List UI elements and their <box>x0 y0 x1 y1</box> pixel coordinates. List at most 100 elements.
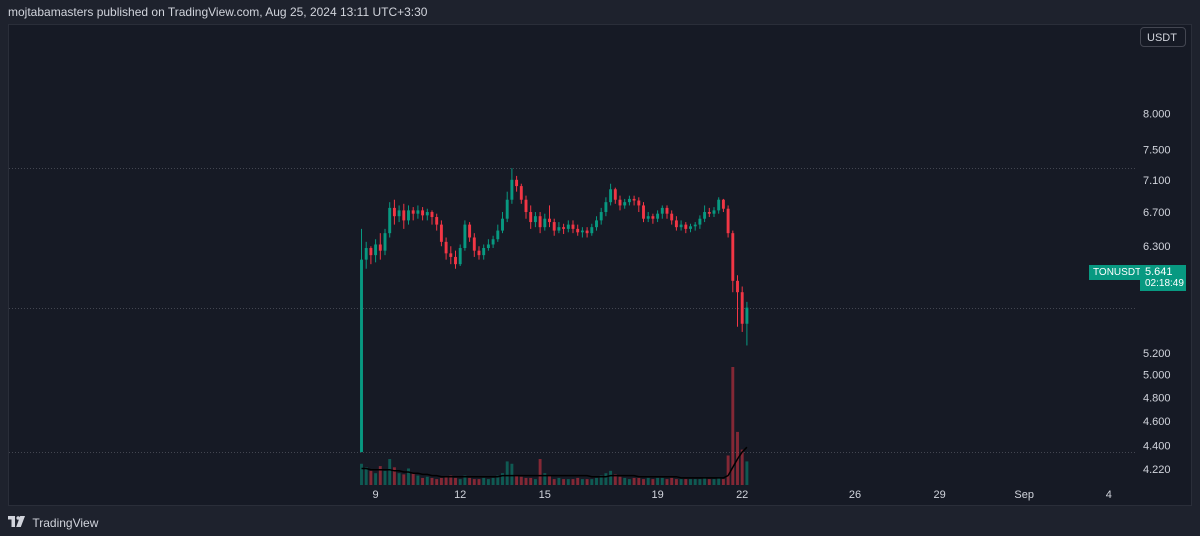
volume-bar <box>416 475 420 485</box>
candle-body <box>496 230 500 240</box>
candle-body <box>402 210 406 221</box>
brand-name: TradingView <box>32 515 99 530</box>
candle-body <box>482 248 486 256</box>
volume-bar <box>717 477 721 485</box>
volume-bar <box>454 477 457 485</box>
candle-body <box>665 207 669 214</box>
volume-bar <box>468 477 472 485</box>
volume-bar <box>684 479 688 485</box>
candle-body <box>510 179 514 200</box>
candle-body <box>576 228 580 233</box>
volume-bar <box>538 459 542 485</box>
volume-bar <box>533 479 537 485</box>
volume-bar <box>604 473 608 485</box>
candle-body <box>660 207 664 214</box>
volume-bar <box>486 479 490 485</box>
candle-body <box>505 199 509 219</box>
volume-bar <box>745 461 749 485</box>
candle-body <box>411 210 415 214</box>
price-tick-label: 4.220 <box>1143 464 1171 476</box>
candle-body <box>689 226 692 229</box>
candle-body <box>609 189 613 203</box>
candle-body <box>444 241 448 254</box>
footer[interactable]: TradingView <box>8 512 98 532</box>
price-tick-label: 7.500 <box>1143 144 1171 156</box>
volume-bar <box>407 468 410 485</box>
candle-body <box>642 205 645 219</box>
candle-body <box>590 227 594 234</box>
candle-body <box>501 218 504 231</box>
candle-body <box>397 210 401 217</box>
volume-bar <box>590 479 594 485</box>
volume-bar <box>425 476 429 485</box>
volume-bar <box>411 473 415 485</box>
candle-body <box>435 217 439 225</box>
volume-bar <box>585 479 589 485</box>
candle-body <box>571 224 575 229</box>
candle-body <box>557 227 561 231</box>
volume-bar <box>571 479 575 485</box>
time-tick-label: 4 <box>1106 489 1112 501</box>
candle-body <box>374 244 378 256</box>
symbol-badge: TONUSDT <box>1089 265 1146 280</box>
volume-bar <box>651 479 655 485</box>
volume-bar <box>557 477 561 485</box>
volume-bar <box>731 367 735 485</box>
candle-body <box>407 210 410 221</box>
candle-body <box>717 199 721 211</box>
candle-body <box>477 250 481 256</box>
volume-bar <box>529 477 533 485</box>
volume-ma <box>361 446 748 479</box>
candle-body <box>552 222 556 231</box>
candle-body <box>632 198 636 201</box>
candles <box>360 168 749 453</box>
candle-body <box>416 210 420 214</box>
volume-bar <box>515 475 519 485</box>
volume-bar <box>505 461 509 485</box>
volume-bar <box>712 479 716 485</box>
volume-bar <box>543 473 547 485</box>
candle-body <box>566 224 570 229</box>
candle-body <box>364 248 368 260</box>
price-tick-label: 4.400 <box>1143 441 1171 453</box>
candle-body <box>731 233 735 281</box>
volume-bar <box>444 476 448 485</box>
volume-bar <box>383 470 387 485</box>
publisher-header: mojtabamasters published on TradingView.… <box>8 5 428 19</box>
volume-bar <box>618 476 622 485</box>
time-tick-label: Sep <box>1014 489 1034 501</box>
volume-bar <box>689 479 692 485</box>
candle-body <box>604 202 608 213</box>
time-tick-label: 9 <box>373 489 379 501</box>
volume-bar <box>472 479 476 485</box>
candle-body <box>646 216 650 219</box>
chart-frame <box>8 24 1192 506</box>
price-tick-label: 6.700 <box>1143 207 1171 219</box>
volume-bar <box>482 477 486 485</box>
candle-body <box>679 224 683 228</box>
candle-body <box>698 218 702 225</box>
candle-body <box>721 199 725 209</box>
candle-body <box>533 216 537 223</box>
time-tick-label: 15 <box>539 489 551 501</box>
candle-body <box>585 230 589 234</box>
volume-bar <box>552 479 556 485</box>
candle-body <box>369 248 373 256</box>
currency-button[interactable]: USDT <box>1140 27 1186 47</box>
volume-bar <box>501 473 504 485</box>
volume-bar <box>435 479 439 485</box>
price-tick-label: 7.100 <box>1143 175 1171 187</box>
volume-bar <box>674 479 678 485</box>
volume-bar <box>642 479 645 485</box>
last-price-badge: 5.641 02:18:49 <box>1140 265 1186 291</box>
candle-body <box>388 207 392 234</box>
candle-body <box>656 213 660 219</box>
volume-bar <box>458 479 462 485</box>
volume-ma-line <box>361 446 748 479</box>
candle-body <box>449 253 453 257</box>
volume-bar <box>656 477 660 485</box>
volume-bar <box>421 477 425 485</box>
volume-bar <box>439 477 443 485</box>
candle-body <box>543 218 547 228</box>
